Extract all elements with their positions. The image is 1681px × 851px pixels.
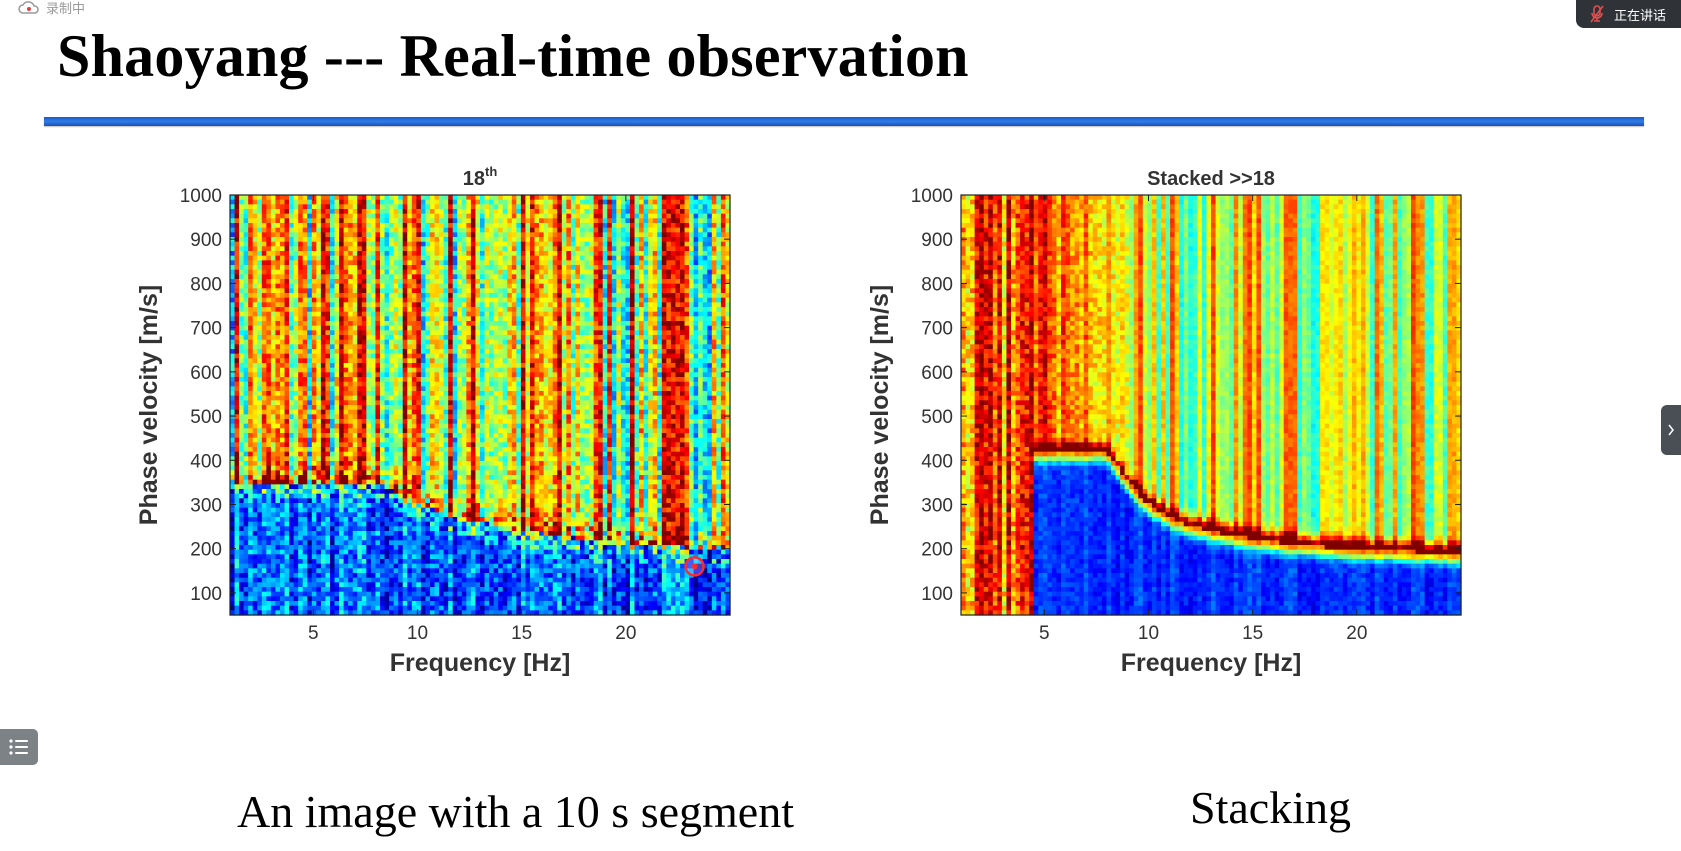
- y-tick-label: 900: [190, 230, 222, 251]
- chart-svg-right: Stacked >>18 5 10 15 20 100 200 300 400 500 600 700…: [866, 168, 1462, 677]
- speaking-badge[interactable]: 正在讲话: [1576, 0, 1681, 28]
- caption-right: Stacking: [1190, 782, 1351, 833]
- y-axis-label: Phase velocity [m/s]: [135, 285, 163, 525]
- y-tick-label: 600: [921, 363, 953, 384]
- x-tick-label: 15: [1242, 623, 1263, 644]
- title-divider: [44, 117, 1644, 126]
- y-tick-label: 400: [921, 451, 953, 472]
- x-tick-label: 10: [407, 623, 428, 644]
- y-tick-label: 700: [190, 319, 222, 340]
- x-axis-label: Frequency [Hz]: [1121, 649, 1302, 677]
- y-tick-label: 500: [190, 407, 222, 428]
- heatmap-field: [230, 195, 731, 616]
- y-tick-label: 800: [921, 274, 953, 295]
- y-tick-label: 1000: [180, 186, 222, 207]
- y-tick-label: 800: [190, 274, 222, 295]
- x-tick-label: 10: [1138, 623, 1159, 644]
- y-tick-label: 400: [190, 451, 222, 472]
- y-tick-label: 1000: [911, 186, 953, 207]
- y-tick-label: 100: [921, 584, 953, 605]
- x-tick-label: 20: [615, 623, 636, 644]
- chart-title: 18th: [463, 165, 498, 190]
- y-tick-label: 100: [190, 584, 222, 605]
- y-axis-label: Phase velocity [m/s]: [866, 285, 894, 525]
- y-tick-label: 700: [921, 319, 953, 340]
- slide-title: Shaoyang --- Real-time observation: [57, 23, 969, 89]
- list-button[interactable]: [0, 729, 38, 765]
- plot-frame: [960, 194, 1462, 616]
- list-icon: [9, 739, 28, 755]
- x-axis-label: Frequency [Hz]: [390, 649, 571, 677]
- chart-title: Stacked >>18: [1147, 168, 1275, 190]
- y-tick-label: 200: [921, 540, 953, 561]
- side-panel-toggle[interactable]: [1661, 405, 1681, 455]
- cursor-dot: [691, 563, 698, 570]
- recording-label: 录制中: [46, 2, 86, 17]
- x-tick-label: 5: [1039, 623, 1050, 644]
- y-tick-label: 500: [921, 407, 953, 428]
- chart-title-superscript: th: [485, 165, 497, 179]
- chart-stacked: Stacked >>18 5 10 15 20 100 200 300 400 500 600 700…: [866, 165, 1546, 745]
- y-tick-label: 900: [921, 230, 953, 251]
- recording-indicator: 录制中: [18, 0, 85, 17]
- x-tick-label: 5: [308, 623, 319, 644]
- y-tick-label: 300: [921, 495, 953, 516]
- x-tick-label: 20: [1346, 623, 1367, 644]
- y-tick-label: 200: [190, 540, 222, 561]
- plot-frame: [229, 194, 731, 616]
- heatmap-field: [961, 195, 1462, 616]
- y-tick-label: 600: [190, 363, 222, 384]
- x-tick-label: 15: [511, 623, 532, 644]
- speaking-label: 正在讲话: [1614, 8, 1667, 24]
- y-tick-label: 300: [190, 495, 222, 516]
- chevron-right-icon: [1668, 424, 1674, 436]
- chart-single-segment: 18th 5 10 15 20 100 200 300 400 500 600 700 800 900 10…: [135, 164, 815, 745]
- chart-svg-left: 18th 5 10 15 20 100 200 300 400 500 600 700 800 900 10…: [135, 164, 731, 677]
- cloud-record-icon: [18, 0, 39, 14]
- microphone-muted-icon: [1590, 5, 1604, 23]
- caption-left: An image with a 10 s segment: [237, 786, 795, 837]
